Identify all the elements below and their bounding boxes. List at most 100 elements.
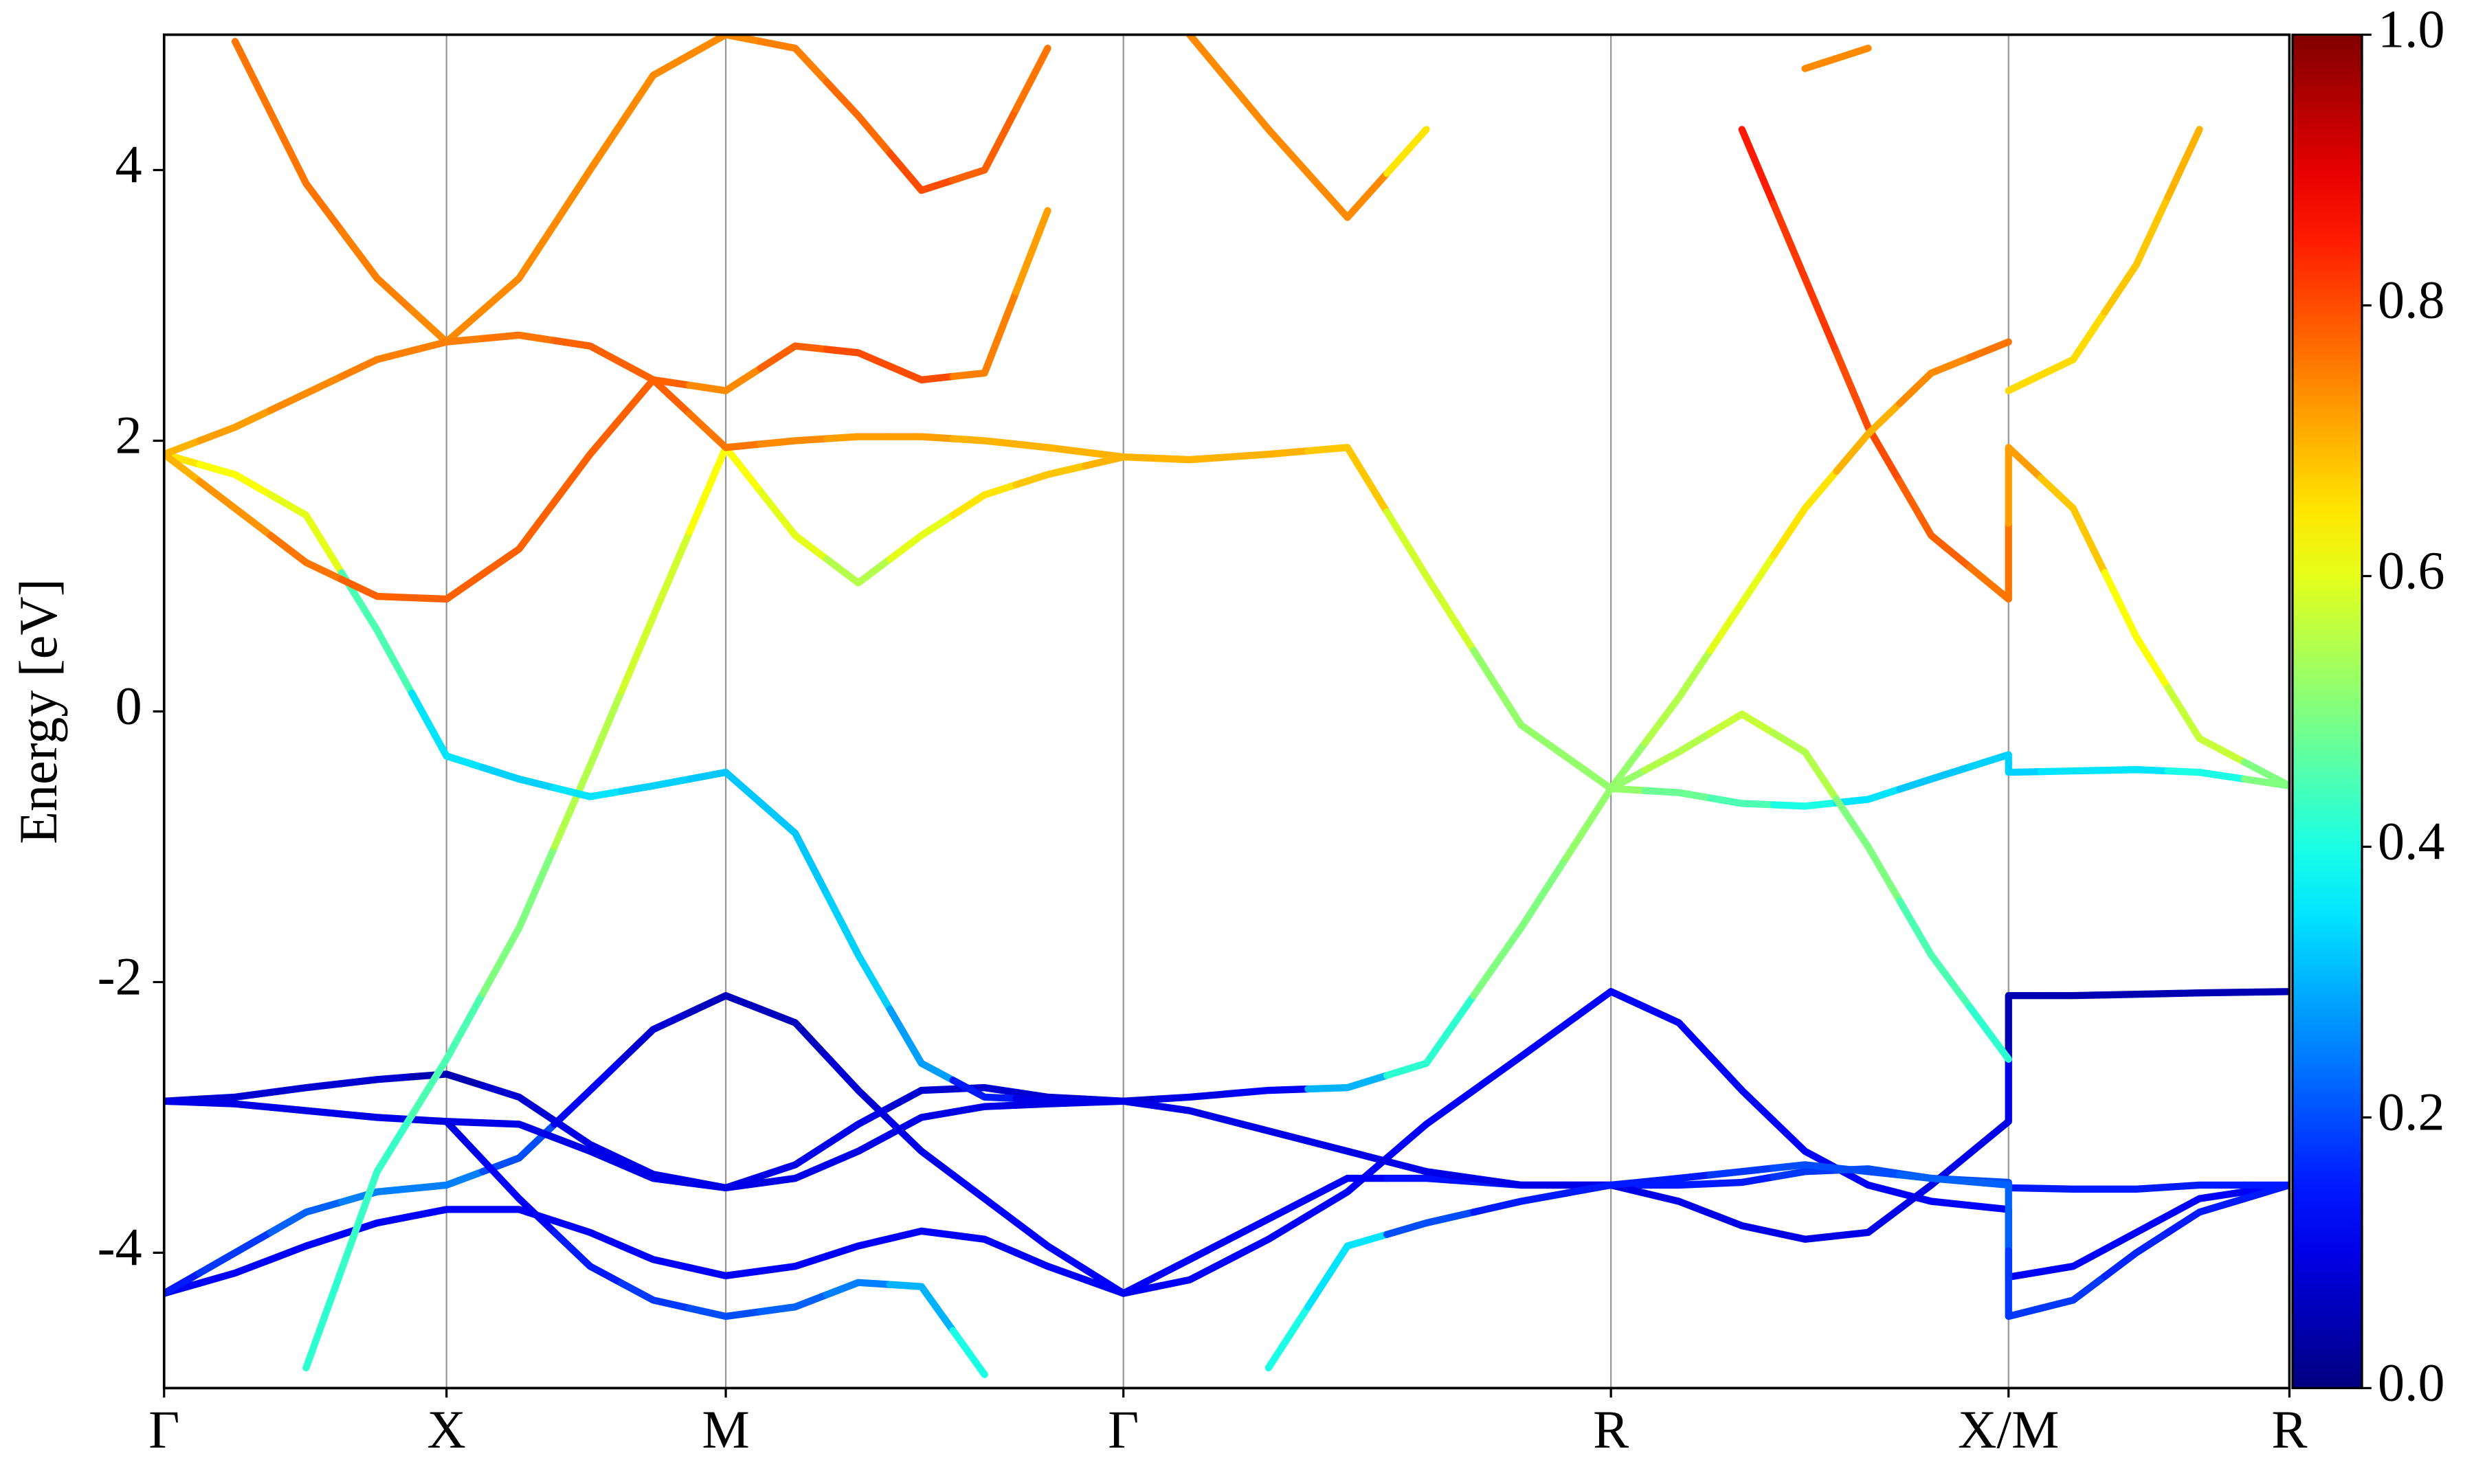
- band-segment: [267, 1198, 346, 1237]
- band-segment: [479, 497, 559, 578]
- band-segment: [757, 1140, 831, 1180]
- band-segment: [408, 335, 487, 355]
- band-segment: [1383, 991, 1478, 1079]
- band-segment: [1304, 1154, 1391, 1219]
- band-segment: [2240, 1181, 2290, 1202]
- colorbar-tick-label: 1.0: [2378, 0, 2445, 58]
- band-segment: [1966, 1055, 2012, 1157]
- band-segment: [686, 1305, 764, 1320]
- band-segment: [757, 38, 831, 86]
- band-segment: [1607, 739, 1649, 792]
- band-segment: [2005, 1181, 2044, 1193]
- band-segment: [1012, 440, 1089, 456]
- band-segment: [618, 1161, 693, 1187]
- band-segment: [1012, 1218, 1089, 1274]
- band-segment: [2164, 989, 2249, 998]
- band-segment: [1470, 1020, 1570, 1094]
- band-segment: [2164, 1188, 2249, 1219]
- band-segment: [1152, 1235, 1233, 1281]
- band-segment: [1706, 1053, 1777, 1125]
- x-tick-label: X: [427, 1399, 466, 1459]
- band-segment: [267, 372, 346, 414]
- band-segment: [1012, 207, 1051, 295]
- band-segment: [1770, 1117, 1840, 1172]
- band-segment: [479, 221, 559, 314]
- band-segment: [550, 337, 625, 367]
- band-segment: [2101, 990, 2172, 999]
- y-tick-label: 4: [115, 134, 142, 194]
- band-segment: [2037, 991, 2108, 1000]
- band-segment: [1012, 462, 1089, 488]
- band-segment: [1152, 453, 1233, 464]
- y-tick-label: 2: [115, 405, 142, 464]
- band-segment: [408, 1206, 487, 1220]
- band-segment: [196, 406, 274, 445]
- band-segment: [550, 1228, 625, 1287]
- band-segment: [886, 1227, 957, 1242]
- band-segment: [686, 409, 764, 451]
- band-segment: [686, 768, 764, 807]
- y-tick-label: 0: [115, 675, 142, 735]
- band-segment: [164, 451, 203, 485]
- band-segment: [550, 687, 625, 851]
- band-segment: [2101, 1228, 2172, 1281]
- band-segment: [550, 1134, 625, 1169]
- band-segment: [1706, 1210, 1777, 1237]
- band-segment: [1833, 785, 1904, 807]
- band-segment: [1770, 1167, 1840, 1181]
- band-segment: [618, 1279, 693, 1312]
- x-tick-label: X/M: [1958, 1399, 2059, 1459]
- band-segment: [2101, 1183, 2172, 1193]
- band-segment: [2005, 1247, 2044, 1320]
- band-segment: [1966, 338, 2012, 361]
- band-segment: [1225, 1195, 1312, 1243]
- band-segment: [267, 491, 346, 576]
- band-segment: [1012, 45, 1051, 113]
- band-segment: [949, 1101, 1020, 1116]
- band-segment: [1641, 787, 1714, 802]
- band-segment: [1896, 763, 1974, 793]
- band-segment: [949, 481, 1020, 519]
- band-segment: [1152, 1102, 1233, 1125]
- band-segment: [1641, 1003, 1714, 1060]
- band-segment: [1641, 1171, 1714, 1186]
- band-segment: [757, 488, 831, 563]
- band-segment: [337, 227, 416, 314]
- band-segment: [886, 362, 957, 383]
- band-segment: [949, 1327, 988, 1378]
- band-segment: [757, 342, 831, 372]
- band-segment: [479, 764, 559, 791]
- band-segment: [949, 105, 1020, 184]
- band-segment: [949, 435, 1020, 448]
- band-segment: [1225, 447, 1312, 461]
- band-segment: [337, 1110, 416, 1123]
- band-segment: [886, 1085, 957, 1111]
- y-tick-label: -2: [98, 946, 142, 1006]
- band-segment: [2101, 193, 2172, 316]
- colorbar-tick-label: 0.4: [2378, 811, 2445, 870]
- band-segment: [1770, 1161, 1840, 1172]
- band-segment: [686, 34, 764, 59]
- band-segment: [823, 1235, 894, 1260]
- band-segment: [1383, 508, 1478, 654]
- band-segment: [1304, 444, 1391, 516]
- band-segment: [1896, 477, 1974, 571]
- band-segment: [2037, 308, 2108, 379]
- band-segment: [1304, 1072, 1391, 1093]
- band-segment: [1896, 897, 1974, 1011]
- band-segment: [823, 433, 894, 442]
- band-segment: [1896, 1189, 1974, 1209]
- band-segment: [1706, 710, 1777, 737]
- band-segment: [164, 437, 203, 458]
- band-segment: [618, 51, 693, 126]
- band-segment: [949, 288, 1020, 381]
- band-segment: [686, 364, 764, 394]
- band-segment: [1383, 1174, 1478, 1186]
- band-segment: [823, 78, 894, 157]
- band-segment: [1833, 1205, 1904, 1239]
- band-segment: [618, 775, 693, 795]
- band-segment: [337, 1073, 416, 1088]
- band-segment: [2101, 765, 2172, 775]
- band-segment: [1225, 78, 1312, 177]
- bands: [164, 34, 2290, 1378]
